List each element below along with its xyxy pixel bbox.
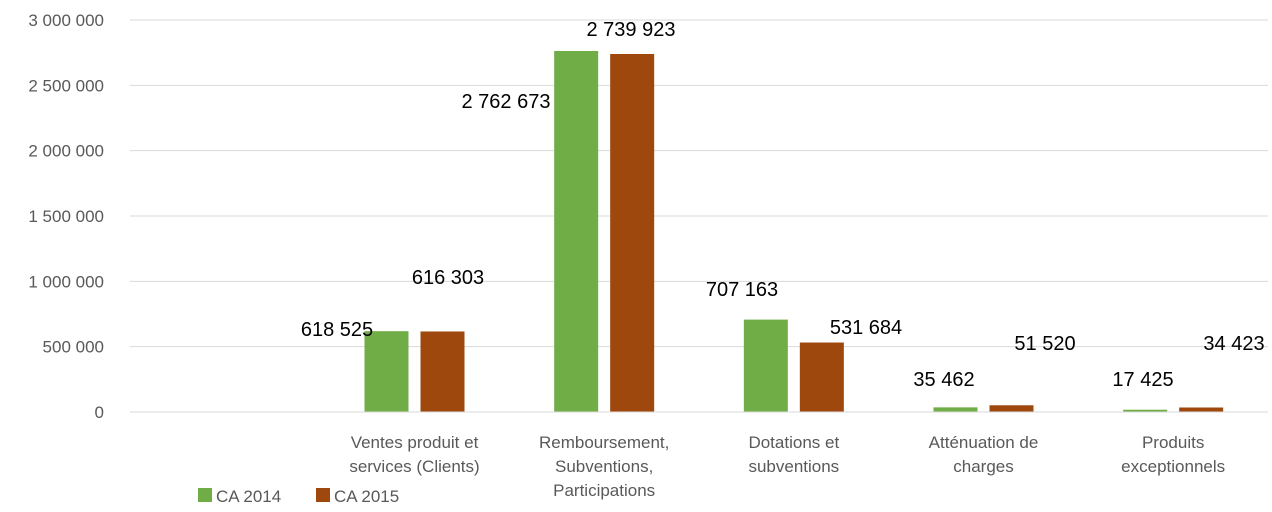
legend-swatch: [316, 488, 330, 502]
legend-swatch: [198, 488, 212, 502]
x-tick-label: charges: [953, 457, 1013, 476]
legend: CA 2014 CA 2015: [198, 487, 399, 506]
data-label: 2 739 923: [587, 19, 676, 41]
bar-ca-2015: [1179, 407, 1224, 412]
x-tick-label: Atténuation de: [929, 433, 1039, 452]
data-labels: 618 525 616 303 2 762 673 2 739 923 707 163 5…: [301, 19, 1265, 391]
x-tick-label: Ventes produit et: [351, 433, 479, 452]
y-tick-label: 1 000 000: [28, 272, 104, 291]
data-label: 35 462: [913, 369, 974, 391]
data-label: 2 762 673: [462, 91, 551, 113]
legend-label: CA 2014: [216, 487, 281, 506]
bar-ca-2014: [933, 407, 978, 412]
data-label: 618 525: [301, 319, 373, 341]
bars: [364, 51, 1224, 412]
bar-ca-2015: [420, 331, 465, 412]
x-tick-label: Remboursement,: [539, 433, 669, 452]
x-tick-label: Participations: [553, 481, 655, 500]
bar-ca-2014: [364, 331, 409, 412]
legend-label: CA 2015: [334, 487, 399, 506]
y-tick-label: 3 000 000: [28, 11, 104, 30]
data-label: 34 423: [1203, 333, 1264, 355]
data-label: 51 520: [1014, 333, 1075, 355]
bar-ca-2015: [610, 53, 655, 412]
data-label: 531 684: [830, 317, 902, 339]
data-label: 616 303: [412, 267, 484, 289]
x-tick-label: Subventions,: [555, 457, 653, 476]
bar-ca-2014: [1123, 409, 1168, 412]
bar-ca-2015: [799, 342, 844, 412]
bar-ca-2014: [743, 319, 788, 412]
bar-ca-2015: [989, 405, 1034, 412]
x-axis: Ventes produit et services (Clients) Rembo…: [130, 411, 1268, 500]
y-tick-label: 2 000 000: [28, 142, 104, 161]
y-tick-label: 2 500 000: [28, 76, 104, 95]
y-axis: 0 500 000 1 000 000 1 500 000 2 000 000 2 500…: [28, 11, 104, 422]
x-tick-label: exceptionnels: [1121, 457, 1225, 476]
y-tick-label: 1 500 000: [28, 207, 104, 226]
x-tick-label: Produits: [1142, 433, 1204, 452]
bar-ca-2014: [554, 51, 599, 412]
data-label: 707 163: [706, 279, 778, 301]
x-tick-label: subventions: [748, 457, 839, 476]
x-tick-label: services (Clients): [349, 457, 479, 476]
y-tick-label: 0: [95, 403, 104, 422]
gridlines: [130, 19, 1268, 413]
data-label: 17 425: [1112, 369, 1173, 391]
x-tick-label: Dotations et: [748, 433, 839, 452]
y-tick-label: 500 000: [43, 338, 104, 357]
